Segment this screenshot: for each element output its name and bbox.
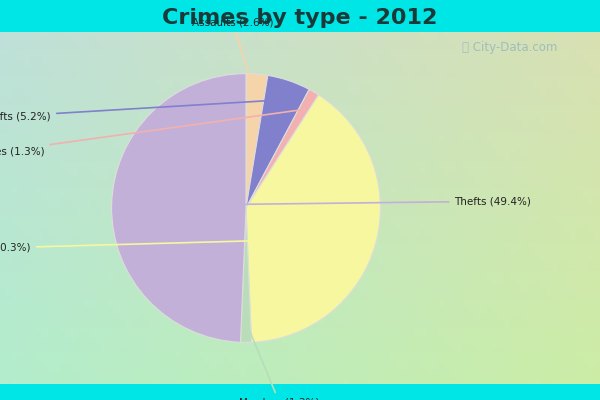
- Text: Murders (1.3%): Murders (1.3%): [239, 325, 320, 400]
- Wedge shape: [241, 208, 251, 342]
- Wedge shape: [246, 75, 309, 208]
- Wedge shape: [246, 74, 268, 208]
- Text: Thefts (49.4%): Thefts (49.4%): [134, 196, 531, 206]
- Text: Robberies (1.3%): Robberies (1.3%): [0, 110, 301, 156]
- Wedge shape: [246, 95, 380, 342]
- Wedge shape: [246, 89, 319, 208]
- Text: Crimes by type - 2012: Crimes by type - 2012: [163, 8, 437, 28]
- Text: Burglaries (40.3%): Burglaries (40.3%): [0, 238, 353, 253]
- Text: ⓘ City-Data.com: ⓘ City-Data.com: [463, 42, 557, 54]
- Text: Auto thefts (5.2%): Auto thefts (5.2%): [0, 100, 280, 122]
- Text: Assaults (2.6%): Assaults (2.6%): [192, 18, 274, 92]
- Wedge shape: [112, 74, 246, 342]
